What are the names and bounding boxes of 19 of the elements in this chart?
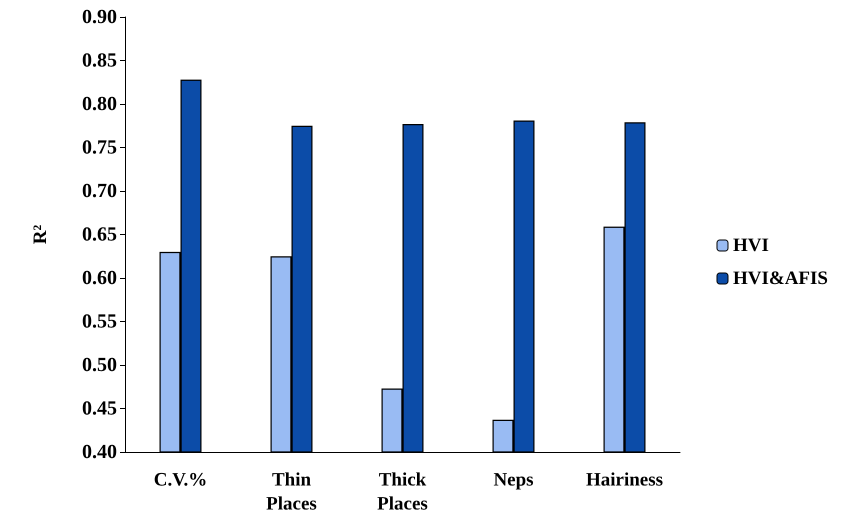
y-tick-label: 0.50: [82, 354, 117, 376]
y-tick-label: 0.75: [82, 136, 117, 158]
y-tick-label: 0.80: [82, 93, 117, 115]
y-tick-label: 0.90: [82, 6, 117, 28]
y-tick-label: 0.40: [82, 441, 117, 463]
y-tick-label: 0.70: [82, 180, 117, 202]
y-tick-label: 0.60: [82, 267, 117, 289]
x-tick-label: Hairiness: [586, 470, 664, 490]
y-tick-label: 0.65: [82, 224, 117, 246]
legend-label: HVI: [732, 235, 769, 256]
x-tick-label: Thick Places: [377, 470, 428, 514]
x-tick-label: Neps: [493, 470, 534, 490]
y-tick-label: 0.85: [82, 50, 117, 72]
y-tick-label: 0.55: [82, 310, 117, 332]
y-tick-label: 0.45: [82, 398, 117, 420]
y-axis-title: R²: [30, 224, 51, 244]
x-tick-label: C.V.%: [154, 470, 208, 490]
legend-label: HVI&AFIS: [732, 268, 828, 289]
x-tick-label: Thin Places: [266, 470, 317, 514]
